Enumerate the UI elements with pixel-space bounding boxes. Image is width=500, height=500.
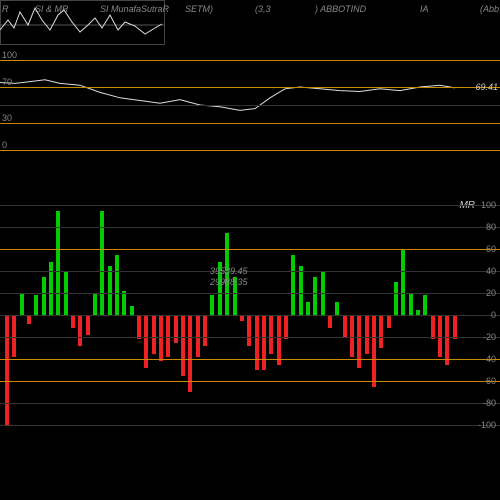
bar-down [343,315,347,337]
axis-label: -20 [483,332,496,342]
bar-down [27,315,31,324]
bar-up [115,255,119,316]
axis-label: 40 [486,266,496,276]
bar-down [152,315,156,354]
gridline [0,60,500,61]
gridline [0,271,500,272]
rsi-panel: 1007030069.41 [0,60,500,150]
gridline [0,293,500,294]
axis-label: -60 [483,376,496,386]
bar-down [5,315,9,425]
bar-down [379,315,383,348]
gridline [0,315,500,316]
gridline [0,87,500,88]
bar-up [306,302,310,315]
axis-label: 20 [486,288,496,298]
bar-down [247,315,251,346]
gridline [0,425,500,426]
bar-down [445,315,449,365]
gridline [0,337,500,338]
bar-down [159,315,163,361]
bar-up [335,302,339,315]
bar-up [42,277,46,316]
bar-down [453,315,457,339]
bar-down [350,315,354,357]
bar-down [196,315,200,357]
bar-down [255,315,259,370]
axis-label: -100 [478,420,496,430]
bar-down [277,315,281,365]
axis-label: 100 [481,200,496,210]
axis-label: 70 [2,77,12,87]
gridline [0,381,500,382]
current-value-label: 69.41 [475,82,498,92]
bar-up [394,282,398,315]
price-label: 39539.45 [210,266,248,276]
gridline [0,105,500,106]
axis-label: 60 [486,244,496,254]
price-label: 29988.35 [210,277,248,287]
bar-down [181,315,185,376]
header-label: SETM) [185,4,213,14]
bar-down [365,315,369,354]
gridline [0,359,500,360]
bar-down [372,315,376,387]
mini-panel: 44-28 [0,0,165,45]
bar-down [269,315,273,354]
bar-up [34,295,38,315]
gridline [0,403,500,404]
bar-up [299,266,303,316]
bar-up [409,293,413,315]
bar-down [284,315,288,339]
axis-label: 30 [2,113,12,123]
bar-down [137,315,141,339]
bar-up [401,249,405,315]
mini-line [0,8,162,34]
gridline [0,249,500,250]
bar-down [78,315,82,346]
axis-label: 0 [2,140,7,150]
bar-down [203,315,207,346]
bar-down [262,315,266,370]
bar-up [108,266,112,316]
bar-up [20,293,24,315]
axis-label: 80 [486,222,496,232]
bar-down [174,315,178,343]
gridline [0,150,500,151]
bar-up [210,295,214,315]
axis-label: 100 [2,50,17,60]
axis-label: -80 [483,398,496,408]
gridline [0,227,500,228]
bar-up [130,306,134,315]
bar-down [86,315,90,335]
header-label: IA [420,4,429,14]
mini-line-chart [0,0,165,45]
gridline [0,205,500,206]
bar-up [313,277,317,316]
axis-label: 0 [491,310,496,320]
bar-down [166,315,170,357]
axis-label: -40 [483,354,496,364]
bar-down [12,315,16,357]
bar-up [93,293,97,315]
bar-down [431,315,435,339]
bar-up [122,291,126,315]
header-label: ) ABBOTIND [315,4,366,14]
header-label: (Abb [480,4,499,14]
bar-down [438,315,442,357]
bar-up [291,255,295,316]
mr-bar-panel: MR 100806040200-20-40-60-80-10039539.452… [0,205,500,425]
bar-down [328,315,332,328]
header-label: (3,3 [255,4,271,14]
bar-up [423,295,427,315]
bar-down [387,315,391,328]
bar-down [71,315,75,328]
gridline [0,123,500,124]
